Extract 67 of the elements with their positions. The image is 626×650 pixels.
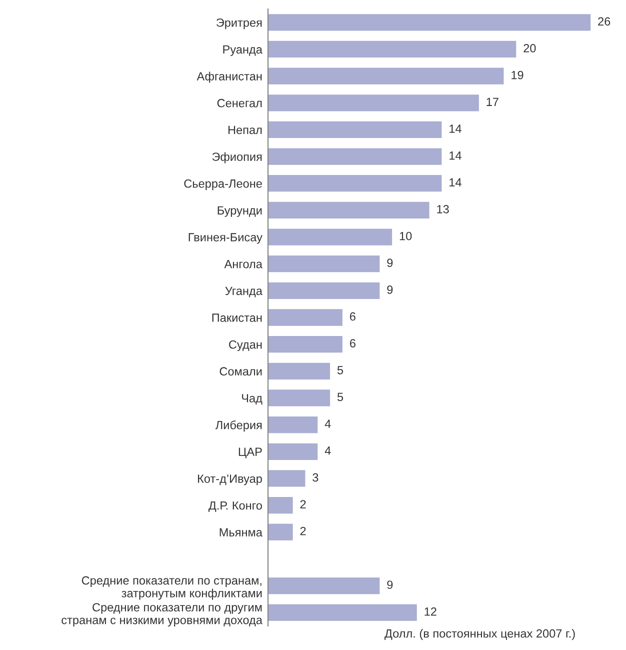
- data-label: 6: [350, 312, 356, 321]
- y-tick-label: Средние показатели по другим странам с низкими уровнями дохода: [62, 603, 262, 627]
- bar: [268, 309, 342, 326]
- y-tick-label: Эритрея: [216, 18, 262, 30]
- bar: [268, 121, 442, 138]
- x-axis-title: Долл. (в постоянных ценах 2007 г.): [384, 628, 575, 640]
- data-label: 5: [337, 392, 344, 402]
- y-tick-label: Мьянма: [220, 528, 262, 537]
- data-label: 9: [387, 285, 393, 294]
- data-label: 26: [598, 17, 610, 26]
- data-label: 12: [424, 607, 436, 616]
- bar: [268, 524, 293, 540]
- y-tick-label: Сомали: [220, 367, 262, 376]
- y-tick-label: Афганистан: [196, 72, 262, 83]
- bar: [268, 228, 392, 246]
- bar: [268, 496, 293, 514]
- y-tick-label: Уганда: [225, 286, 262, 298]
- bar: [268, 604, 417, 621]
- data-label: 9: [387, 580, 393, 589]
- bar: [268, 256, 380, 272]
- bar: [268, 362, 330, 380]
- data-label: 19: [512, 70, 524, 80]
- bar: [268, 94, 479, 112]
- bar: [268, 443, 318, 460]
- y-tick-label: Кот-д’Ивуар: [198, 474, 262, 486]
- y-tick-label: Пакистан: [212, 314, 262, 322]
- y-tick-label: Сьерра-Леоне: [184, 179, 262, 190]
- data-label: 4: [324, 420, 331, 428]
- data-label: 14: [450, 151, 462, 160]
- bar: [268, 577, 380, 594]
- data-label: 9: [387, 258, 393, 268]
- bar: [268, 390, 330, 406]
- y-tick-label: Сенегал: [217, 98, 262, 108]
- bar: [268, 14, 591, 31]
- bar: [268, 416, 318, 434]
- y-tick-label: Ангола: [224, 260, 262, 268]
- bar: [268, 148, 442, 165]
- y-tick-label: Чад: [242, 394, 262, 405]
- data-label: 5: [337, 366, 344, 374]
- bar: [268, 68, 504, 84]
- data-label: 17: [486, 98, 498, 106]
- y-tick-label: Руанда: [223, 45, 262, 56]
- y-tick-label: Либерия: [215, 420, 262, 432]
- bar: [268, 202, 430, 219]
- y-tick-label: Гвинея-Бисау: [188, 233, 262, 244]
- data-label: 10: [400, 232, 412, 240]
- data-label: 4: [324, 446, 331, 455]
- y-tick-label: Д.Р. Конго: [208, 501, 262, 512]
- bar: [268, 175, 442, 192]
- data-label: 13: [437, 205, 449, 214]
- bar: [268, 282, 380, 299]
- bar: [268, 336, 342, 353]
- bar: [268, 40, 516, 58]
- y-tick-label: Судан: [229, 340, 262, 352]
- y-tick-label: Эфиопия: [212, 152, 262, 164]
- y-tick-label: ЦАР: [238, 448, 262, 458]
- y-tick-label: Средние показатели по странам, затронутым конфликтами: [82, 576, 262, 600]
- data-label: 2: [300, 500, 306, 508]
- y-tick-label: Непал: [228, 126, 262, 134]
- data-label: 3: [312, 473, 318, 482]
- bar: [268, 470, 306, 487]
- data-label: 20: [524, 44, 536, 52]
- data-label: 14: [450, 178, 462, 186]
- data-label: 6: [350, 339, 356, 348]
- y-tick-label: Бурунди: [218, 206, 262, 217]
- data-label: 2: [300, 526, 306, 536]
- data-label: 14: [450, 124, 462, 133]
